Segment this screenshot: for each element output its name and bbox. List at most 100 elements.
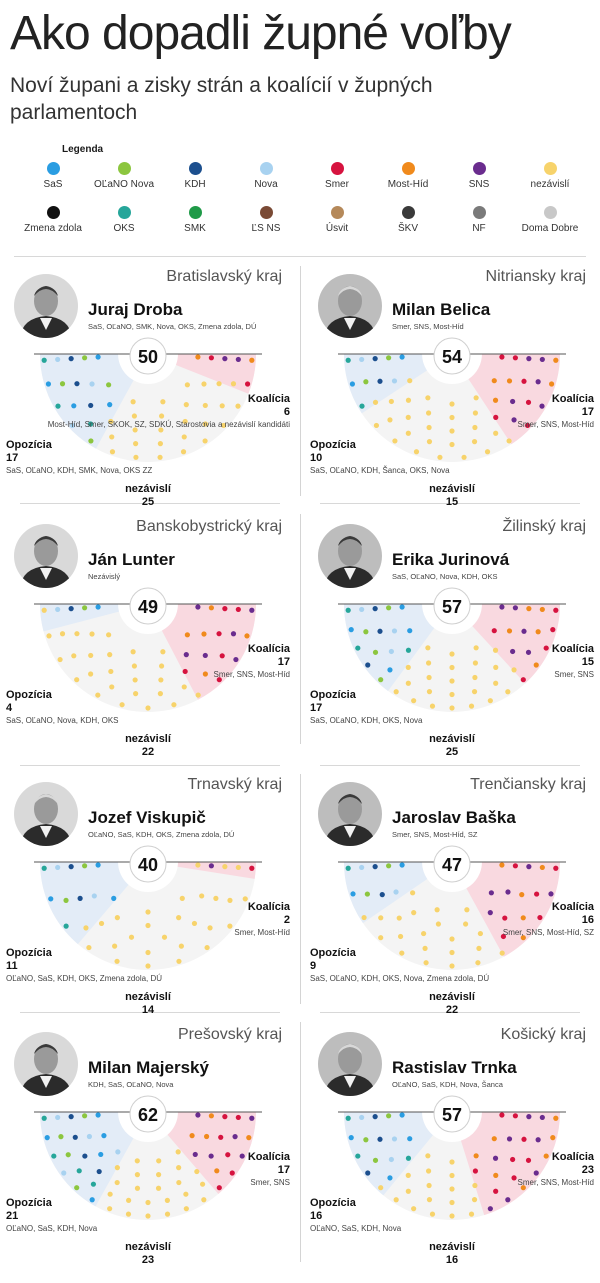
coalition-seat [539,606,545,613]
total-seats: 54 [442,347,462,367]
independent-seat [158,663,165,669]
opposition-seat [363,379,369,385]
independent-seat [422,945,428,951]
independent-seat [472,674,478,681]
coalition-seat [189,1133,195,1139]
opposition-parties: SaS, OĽaNO, KDH, Šanca, OKS, Nova [310,466,450,475]
coalition-label: Koalícia [248,393,291,405]
independent-seat [378,915,384,921]
coalition-seat [244,633,250,639]
governor-photo [318,274,382,338]
opposition-seat [89,1197,95,1203]
independent-seat [83,925,89,931]
independent-seat [405,1172,411,1178]
independent-count: 16 [446,1254,458,1266]
legend: SaS OĽaNO Nova KDH Nova Smer Most-Híd SNS nezáv… [18,162,578,252]
coalition-seat [499,862,505,868]
coalition-seat [491,378,497,384]
independent-seat [449,705,455,711]
coalition-seat [520,935,526,941]
legend-swatch [259,162,273,175]
governor-name: Jozef Viskupič [88,808,206,827]
independent-seat [407,378,413,384]
opposition-seat [355,1153,361,1159]
coalition-seat [244,381,251,387]
coalition-seat [550,627,556,633]
independent-label: nezávislí [125,991,172,1003]
legend-item: ĽS NS [231,206,301,234]
opposition-label: Opozícia [6,947,53,959]
independent-seat [449,678,455,684]
independent-seat [468,703,475,709]
region-panel: Trnavský kraj Jozef Viskupič OĽaNO, SaS, K… [2,770,294,1020]
opposition-seat [91,893,97,899]
independent-seat [426,1197,433,1203]
legend-swatch [401,206,415,219]
coalition-seat [506,628,513,634]
opposition-seat [86,1133,93,1140]
independent-seat [449,1159,455,1165]
coalition-seat [182,668,188,675]
coalition-seat [526,864,532,870]
opposition-seat [359,864,365,871]
governor-photo [14,274,78,338]
independent-label: nezávislí [429,733,476,745]
legend-item: OKS [89,206,159,234]
independent-seat [108,418,114,425]
coalition-label: Koalícia [248,901,291,913]
legend-swatch [117,162,131,175]
independent-seat [405,414,411,420]
independent-seat [235,864,241,871]
independent-seat [449,664,455,671]
legend-label: SMK [184,223,206,234]
independent-seat [511,667,517,673]
opposition-seat [95,354,101,360]
coalition-seat [539,356,545,363]
independent-seat [472,660,479,666]
opposition-seat [345,357,351,363]
independent-count: 23 [142,1254,154,1266]
independent-seat [449,691,455,698]
opposition-seat [399,1112,405,1118]
opposition-label: Opozícia [310,947,357,959]
opposition-seat [111,895,117,901]
legend-swatch [259,206,273,219]
independent-seat [213,895,219,901]
legend-swatch [472,162,486,175]
independent-seat [476,945,482,951]
independent-seat [449,401,455,407]
opposition-seat [359,1114,365,1121]
coalition-seat [539,403,545,409]
coalition-seat [235,606,241,613]
opposition-count: 4 [6,702,13,714]
opposition-seat [98,1151,104,1158]
coalition-seat [249,607,255,613]
row-divider [320,1012,580,1013]
independent-seat [109,684,115,690]
legend-label: KDH [184,179,206,190]
coalition-seat [524,422,531,429]
independent-seat [74,677,80,683]
independent-seat [227,897,233,903]
independent-seat [195,862,201,868]
legend-item: Zmena zdola [18,206,88,234]
coalition-count: 17 [278,656,290,668]
independent-seat [156,1172,162,1178]
independent-seat [180,449,187,455]
coalition-seat [521,378,527,384]
independent-seat [107,1191,113,1197]
independent-seat [133,691,139,697]
governor-parties: SaS, OĽaNO, Nova, KDH, OKS [392,572,498,581]
legend-label: SNS [468,179,490,190]
coalition-seat [492,1155,499,1161]
opposition-seat [399,354,405,360]
independent-seat [195,692,201,698]
independent-seat [158,677,164,683]
independent-seat [373,422,380,429]
independent-seat [183,402,189,408]
coalition-parties: Smer, SNS, Most-Híd [214,670,290,679]
independent-count: 25 [446,746,458,758]
legend-item: KDH [160,162,230,190]
